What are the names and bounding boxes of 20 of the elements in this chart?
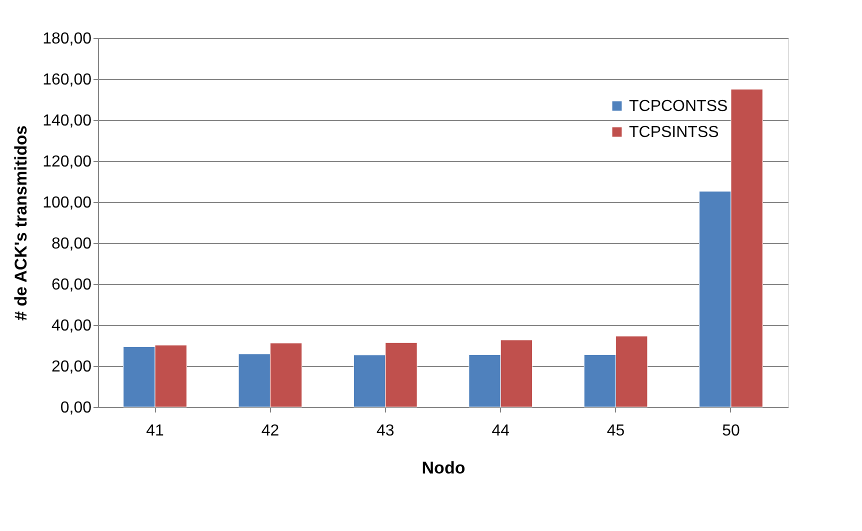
y-tick-label: 60,00 [51, 276, 92, 294]
x-axis-title: Nodo [422, 458, 466, 478]
y-axis-title: # de ACK's transmitidos [12, 125, 31, 321]
x-tick-label: 45 [606, 422, 625, 440]
y-tick-label: 40,00 [51, 318, 92, 334]
x-tick-label: 41 [146, 422, 164, 440]
legend-label: TCPCONTSS [629, 98, 728, 115]
y-tick-label: 0,00 [60, 400, 92, 416]
y-tick-label: 160,00 [42, 72, 92, 88]
y-tick-label: 100,00 [42, 194, 92, 212]
x-tick-label: 44 [492, 422, 510, 440]
x-tick-label: 50 [722, 422, 740, 440]
y-tick-label: 180,00 [42, 30, 92, 48]
legend-label: TCPSINTSS [629, 124, 719, 141]
x-tick-label: 43 [376, 422, 394, 440]
y-tick-label: 80,00 [51, 236, 92, 252]
y-tick-label: 120,00 [42, 154, 92, 170]
x-tick-label: 42 [261, 422, 280, 440]
y-tick-label: 20,00 [51, 358, 92, 376]
y-tick-label: 140,00 [42, 112, 92, 130]
